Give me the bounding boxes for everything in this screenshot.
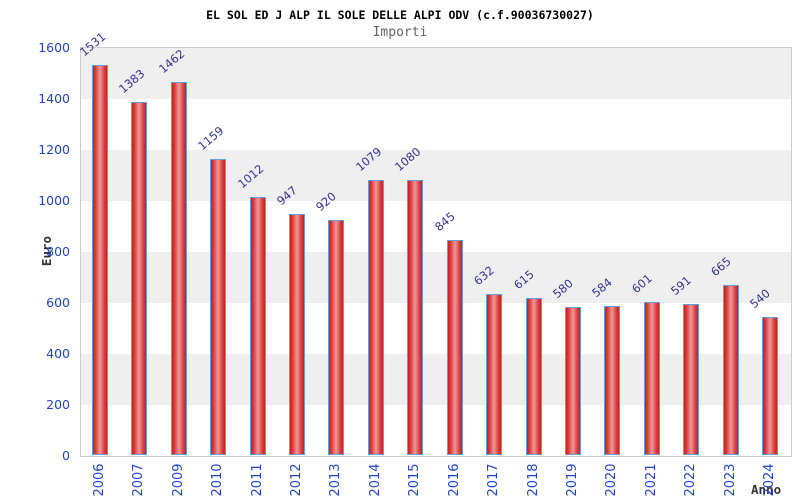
bar-2010 xyxy=(210,159,227,455)
x-tick-label: 2024 xyxy=(761,463,777,497)
y-tick-label: 400 xyxy=(46,345,70,361)
y-tick-label: 1200 xyxy=(38,141,70,157)
x-tick-label: 2013 xyxy=(328,463,344,497)
x-tick-label: 2019 xyxy=(564,463,580,497)
x-tick-label: 2016 xyxy=(446,463,462,497)
y-tick-label: 200 xyxy=(46,396,70,412)
y-tick-label: 0 xyxy=(62,447,70,463)
bar-2020 xyxy=(604,306,621,455)
bar-2022 xyxy=(683,304,700,455)
chart-title: EL SOL ED J ALP IL SOLE DELLE ALPI ODV (… xyxy=(206,8,594,22)
bar-2007 xyxy=(131,102,148,455)
x-tick-label: 2021 xyxy=(643,463,659,497)
x-tick-label: 2015 xyxy=(407,463,423,497)
bar-2012 xyxy=(289,213,306,455)
bar-2017 xyxy=(486,293,503,455)
y-tick-label: 800 xyxy=(46,243,70,259)
x-tick-label: 2011 xyxy=(249,463,265,497)
x-tick-label: 2022 xyxy=(683,463,699,497)
y-tick-label: 600 xyxy=(46,294,70,310)
chart-subtitle: Importi xyxy=(372,25,428,40)
bar-2006 xyxy=(92,64,108,455)
bar-2014 xyxy=(367,179,384,455)
bar-2024 xyxy=(761,317,778,455)
x-tick-label: 2018 xyxy=(525,463,541,497)
bar-2011 xyxy=(249,196,266,455)
x-tick-label: 2012 xyxy=(289,463,305,497)
x-tick-label: 2020 xyxy=(604,463,620,497)
x-tick-label: 2009 xyxy=(170,463,186,497)
y-tick-label: 1000 xyxy=(38,192,70,208)
x-tick-label: 2023 xyxy=(722,463,738,497)
y-tick-label: 1600 xyxy=(38,39,70,55)
plot-area xyxy=(80,47,792,457)
bar-2019 xyxy=(564,307,581,455)
bar-2016 xyxy=(446,239,463,455)
bar-2009 xyxy=(170,82,187,455)
x-tick-label: 2010 xyxy=(210,463,226,497)
bar-2015 xyxy=(407,179,424,455)
bar-2013 xyxy=(328,220,345,455)
bar-2018 xyxy=(525,298,542,455)
x-tick-label: 2007 xyxy=(131,463,147,497)
x-tick-label: 2014 xyxy=(367,463,383,497)
x-tick-label: 2017 xyxy=(486,463,502,497)
bar-2021 xyxy=(643,301,660,455)
y-tick-label: 1400 xyxy=(38,90,70,106)
x-tick-label: 2006 xyxy=(92,463,107,497)
x-axis-title: Anno xyxy=(751,482,782,497)
bar-2023 xyxy=(722,285,739,455)
